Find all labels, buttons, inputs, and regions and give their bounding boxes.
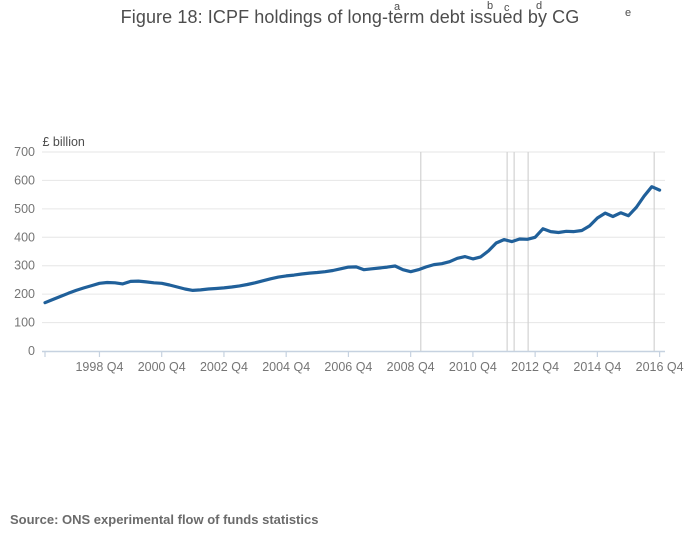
x-axis-tick-label: 2010 Q4 bbox=[449, 360, 497, 374]
x-axis-tick-label: 2016 Q4 bbox=[636, 360, 684, 374]
chart-title-row: Figure 18: ICPF holdings of long-term de… bbox=[0, 7, 700, 28]
x-axis-tick-label: 1998 Q4 bbox=[75, 360, 123, 374]
x-axis-tick-label: 2008 Q4 bbox=[387, 360, 435, 374]
y-axis-tick-label: 300 bbox=[14, 259, 35, 273]
x-axis-tick-label: 2000 Q4 bbox=[138, 360, 186, 374]
x-axis-tick-label: 2004 Q4 bbox=[262, 360, 310, 374]
y-axis-tick-label: 400 bbox=[14, 230, 35, 244]
title-footnote-marker-a: a bbox=[394, 1, 401, 13]
y-axis-tick-label: 700 bbox=[14, 145, 35, 159]
title-footnote-marker-c: c bbox=[504, 2, 510, 14]
y-axis-tick-label: 500 bbox=[14, 202, 35, 216]
y-axis-tick-label: 200 bbox=[14, 287, 35, 301]
chart-title: Figure 18: ICPF holdings of long-term de… bbox=[120, 7, 580, 27]
data-series-line bbox=[43, 185, 662, 305]
title-footnote-marker-e: e bbox=[625, 7, 632, 19]
x-axis-tick-label: 2006 Q4 bbox=[324, 360, 372, 374]
title-footnote-marker-b: b bbox=[487, 0, 494, 12]
source-note: Source: ONS experimental flow of funds s… bbox=[10, 512, 319, 527]
title-footnote-marker-d: d bbox=[536, 0, 543, 12]
y-axis-tick-label: 600 bbox=[14, 173, 35, 187]
x-axis-tick-label: 2012 Q4 bbox=[511, 360, 559, 374]
y-axis-title: £ billion bbox=[43, 135, 85, 149]
y-axis-tick-label: 0 bbox=[28, 344, 35, 358]
y-axis-tick-label: 100 bbox=[14, 316, 35, 330]
x-axis-tick-label: 2014 Q4 bbox=[573, 360, 621, 374]
x-axis-tick-label: 2002 Q4 bbox=[200, 360, 248, 374]
